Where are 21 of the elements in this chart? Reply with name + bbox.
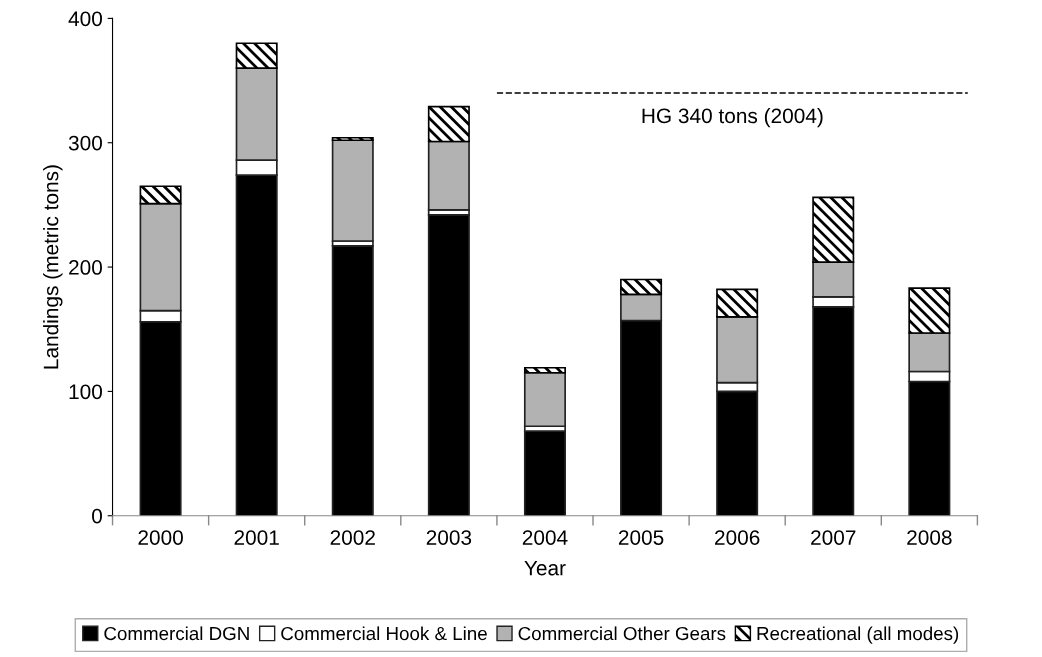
x-tick-label: 2005: [618, 530, 664, 545]
y-axis-title: Landings (metric tons): [43, 165, 63, 369]
legend-label: Recreational (all modes): [757, 626, 959, 644]
x-tick-label: 2006: [715, 530, 760, 545]
y-tick-label: 300: [68, 135, 102, 151]
x-axis-title: Year: [524, 560, 566, 576]
ref-line-label: HG 340 tons (2004): [642, 107, 823, 128]
x-tick-label: 2004: [522, 530, 568, 545]
x-tick-label: 2000: [138, 530, 183, 545]
y-tick-label: 0: [92, 508, 102, 524]
x-tick-label: 2001: [234, 530, 279, 545]
legend-label: Commercial Other Gears: [518, 626, 726, 641]
y-tick-label: 100: [69, 384, 102, 400]
legend-label: Commercial DGN: [104, 626, 249, 641]
x-tick-label: 2007: [811, 530, 856, 545]
x-tick-label: 2008: [907, 530, 952, 545]
x-tick-label: 2002: [330, 530, 375, 545]
legend-label: Commercial Hook & Line: [281, 626, 487, 641]
x-tick-label: 2003: [426, 530, 472, 545]
y-tick-label: 200: [69, 260, 102, 275]
y-tick-label: 400: [68, 11, 102, 27]
